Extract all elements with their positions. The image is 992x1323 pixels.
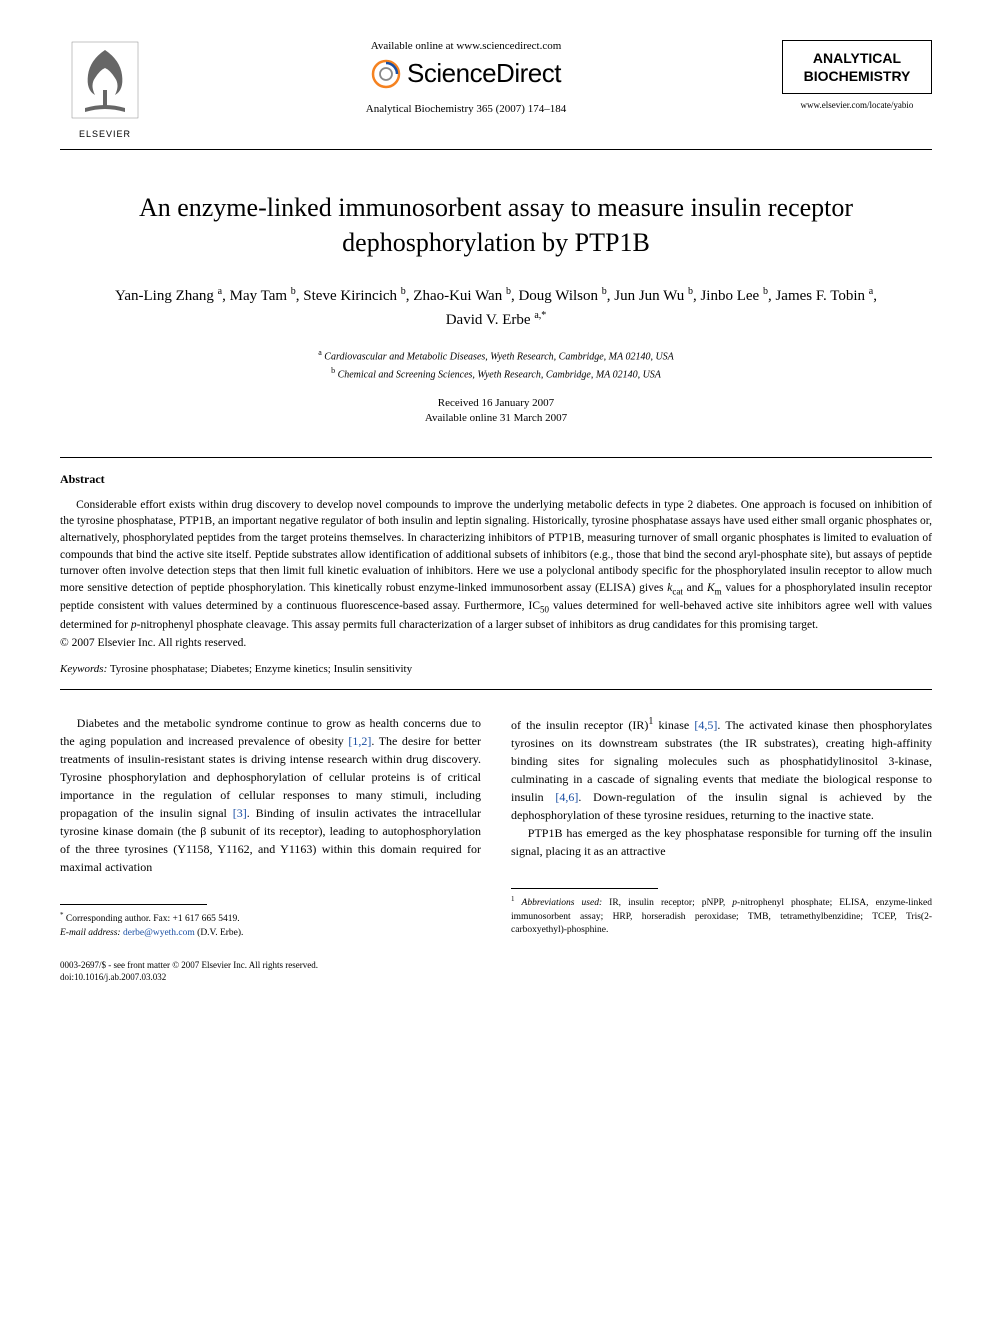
affiliation-a: a Cardiovascular and Metabolic Diseases,… xyxy=(60,347,932,364)
elsevier-logo-block: ELSEVIER xyxy=(60,40,150,139)
paper-header: ELSEVIER Available online at www.science… xyxy=(60,40,932,139)
keywords-label: Keywords: xyxy=(60,663,107,675)
affiliation-b: b Chemical and Screening Sciences, Wyeth… xyxy=(60,365,932,382)
abstract-bottom-divider xyxy=(60,689,932,690)
footnote-divider-left xyxy=(60,904,207,905)
journal-name-line1: ANALYTICAL xyxy=(789,49,925,67)
journal-reference: Analytical Biochemistry 365 (2007) 174–1… xyxy=(170,103,762,115)
right-column: of the insulin receptor (IR)1 kinase [4,… xyxy=(511,714,932,940)
issn-copyright: 0003-2697/$ - see front matter © 2007 El… xyxy=(60,960,932,972)
footer-info: 0003-2697/$ - see front matter © 2007 El… xyxy=(60,960,932,983)
body-paragraph: Diabetes and the metabolic syndrome cont… xyxy=(60,714,481,876)
paper-title: An enzyme-linked immunosorbent assay to … xyxy=(60,190,932,260)
sciencedirect-logo: ScienceDirect xyxy=(170,58,762,89)
journal-name-box: ANALYTICAL BIOCHEMISTRY xyxy=(782,40,932,94)
date-online: Available online 31 March 2007 xyxy=(60,411,932,426)
journal-name-line2: BIOCHEMISTRY xyxy=(789,67,925,85)
body-columns: Diabetes and the metabolic syndrome cont… xyxy=(60,714,932,940)
abstract-heading: Abstract xyxy=(60,472,932,487)
journal-brand-block: ANALYTICAL BIOCHEMISTRY www.elsevier.com… xyxy=(782,40,932,110)
email-link[interactable]: derbe@wyeth.com xyxy=(123,928,195,938)
body-paragraph: of the insulin receptor (IR)1 kinase [4,… xyxy=(511,714,932,824)
header-divider xyxy=(60,149,932,150)
date-received: Received 16 January 2007 xyxy=(60,396,932,411)
abstract-text: Considerable effort exists within drug d… xyxy=(60,497,932,634)
header-center: Available online at www.sciencedirect.co… xyxy=(150,40,782,115)
abstract-top-divider xyxy=(60,457,932,458)
available-online-text: Available online at www.sciencedirect.co… xyxy=(170,40,762,52)
keywords-block: Keywords: Tyrosine phosphatase; Diabetes… xyxy=(60,663,932,675)
elsevier-tree-icon xyxy=(70,40,140,120)
abstract-copyright: © 2007 Elsevier Inc. All rights reserved… xyxy=(60,637,932,649)
footnote-divider-right xyxy=(511,888,658,889)
affiliations: a Cardiovascular and Metabolic Diseases,… xyxy=(60,347,932,382)
sciencedirect-swirl-icon xyxy=(371,59,401,89)
journal-url: www.elsevier.com/locate/yabio xyxy=(782,100,932,110)
left-column: Diabetes and the metabolic syndrome cont… xyxy=(60,714,481,940)
body-paragraph: PTP1B has emerged as the key phosphatase… xyxy=(511,824,932,860)
publication-dates: Received 16 January 2007 Available onlin… xyxy=(60,396,932,427)
doi: doi:10.1016/j.ab.2007.03.032 xyxy=(60,972,932,984)
author-list: Yan-Ling Zhang a, May Tam b, Steve Kirin… xyxy=(60,284,932,331)
elsevier-label: ELSEVIER xyxy=(60,129,150,139)
abbreviations-footnote: 1 Abbreviations used: IR, insulin recept… xyxy=(511,895,932,937)
corresponding-author-footnote: * Corresponding author. Fax: +1 617 665 … xyxy=(60,911,481,940)
sciencedirect-text: ScienceDirect xyxy=(407,58,561,89)
